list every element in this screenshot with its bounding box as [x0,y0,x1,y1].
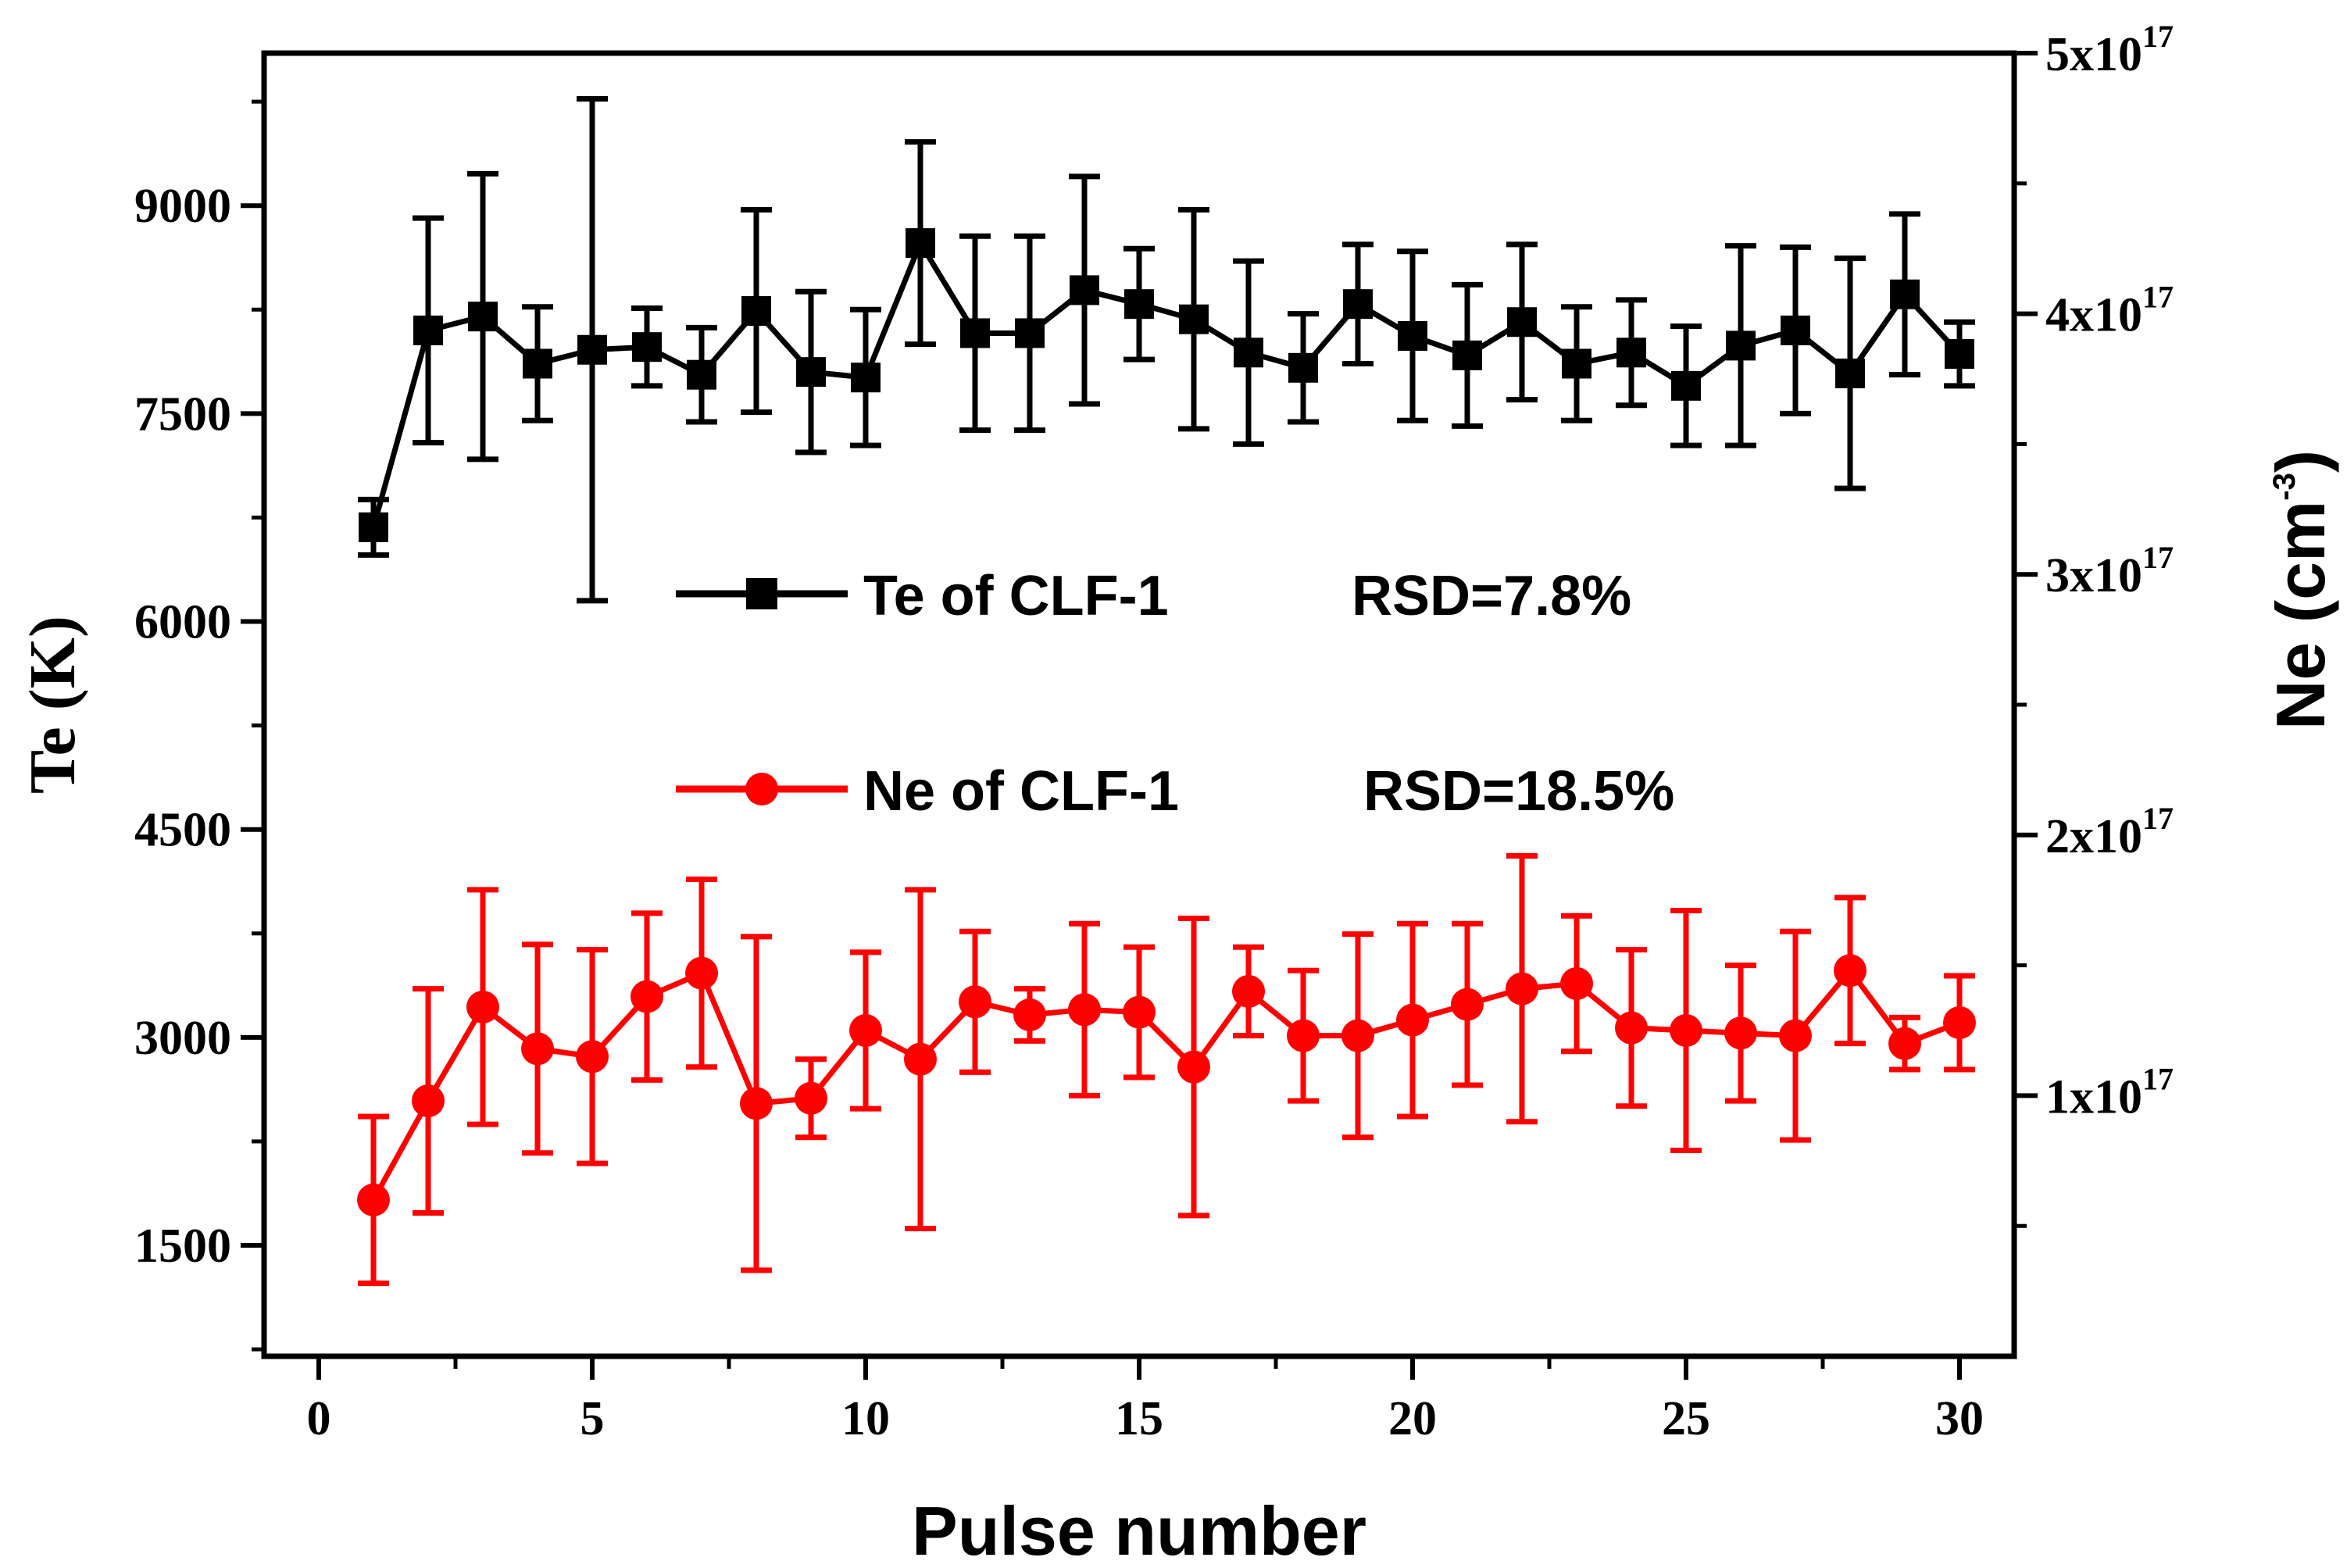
x-tick-label: 5 [580,1392,605,1445]
data-point [1890,279,1920,309]
data-point [1123,995,1156,1029]
data-point [1396,1003,1429,1037]
series-te [358,96,1975,604]
data-point [1452,340,1482,370]
data-point [741,296,771,327]
data-point [1945,339,1974,370]
data-point [1834,954,1867,988]
legend-ne-label: Ne of CLF-1 [863,760,1179,823]
y-axis-title-right-sup: -3 [2267,473,2302,501]
data-point [1232,974,1265,1008]
x-tick-label: 10 [841,1392,890,1445]
data-point [1779,1019,1812,1052]
legend: Te of CLF-1 RSD=7.8% Ne of CLF-1 RSD=18.… [676,565,1674,823]
data-point [687,359,716,390]
data-point [523,348,552,379]
data-point [631,980,663,1013]
data-point [1068,993,1101,1027]
data-point [1451,988,1484,1021]
data-point [1234,338,1263,368]
data-point [1398,320,1427,351]
y-right-tick-label: 5x1017 [2045,19,2174,81]
data-point [1070,275,1099,305]
legend-te-rsd: RSD=7.8% [1352,565,1631,627]
data-point [1179,304,1209,334]
data-point [412,1084,445,1118]
data-point [1015,318,1045,348]
data-point [359,512,388,542]
data-point [851,363,881,393]
data-point [576,1040,609,1073]
data-point [796,357,826,388]
data-point [1560,966,1593,1000]
legend-ne-rsd: RSD=18.5% [1363,760,1674,823]
y-left-tick-label: 3000 [134,1012,231,1065]
series-line [370,240,1962,528]
data-point [466,990,499,1023]
data-point [1615,1011,1648,1045]
y-right-tick-label: 3x1017 [2045,540,2174,602]
y-left-tick-label: 9000 [134,180,231,233]
legend-te-marker [746,578,777,609]
y-left-tick-label: 1500 [134,1220,231,1273]
y-left-tick-label: 4500 [134,804,231,857]
data-point [740,1087,773,1120]
series-ne [357,852,1976,1287]
data-point [960,318,990,348]
data-point [1124,289,1154,320]
data-point [1724,1016,1757,1050]
data-point [904,1042,937,1076]
data-point [1835,358,1865,388]
data-point [413,315,443,345]
data-point [1781,315,1810,345]
x-tick-label: 30 [1935,1392,1984,1445]
data-point [1726,330,1756,361]
legend-ne-marker [745,773,778,805]
data-point [1177,1050,1210,1084]
x-tick-label: 20 [1388,1392,1437,1445]
series-layer [357,96,1976,1287]
data-point [1671,370,1701,401]
data-point [795,1081,827,1115]
data-point [468,302,498,332]
data-point [1341,1019,1374,1052]
x-tick-label: 15 [1115,1392,1163,1445]
y-axis-title-right: Ne (cm-3) [2262,450,2339,730]
data-point [1943,1005,1976,1039]
y-axis-title-left: Te (K) [16,616,89,794]
y-right-tick-label: 1x1017 [2045,1061,2174,1123]
data-point [1288,352,1318,383]
y-right-tick-label: 4x1017 [2045,280,2174,342]
axes: 0 5 10 15 20 25 30 1500 3000 4500 6000 7500 9000 1x10… [134,19,2174,1445]
data-point [1507,307,1537,338]
data-point [1343,289,1373,320]
x-axis-title: Pulse number [912,1492,1366,1568]
legend-te-label: Te of CLF-1 [863,565,1169,627]
y-axis-title-right-close: ) [2262,450,2339,473]
data-point [632,332,662,363]
data-point [1888,1027,1921,1060]
data-point [1670,1014,1702,1047]
data-point [1287,1019,1320,1052]
y-right-tick-label: 2x1017 [2045,801,2174,863]
data-point [1013,998,1046,1031]
data-point [1562,348,1591,379]
data-point [1506,972,1538,1005]
x-tick-label: 0 [307,1392,331,1445]
data-point [849,1014,882,1047]
y-left-tick-label: 7500 [134,388,231,441]
series-line [370,967,1961,1202]
y-axis-title-right-base: Ne (cm [2262,501,2339,730]
data-point [357,1183,390,1216]
y-left-tick-label: 6000 [134,596,231,649]
data-point [577,334,607,365]
x-tick-label: 25 [1662,1392,1710,1445]
data-point [685,956,718,990]
data-point [959,985,991,1019]
data-point [1616,338,1646,368]
data-point [521,1032,554,1066]
data-point [906,228,935,259]
